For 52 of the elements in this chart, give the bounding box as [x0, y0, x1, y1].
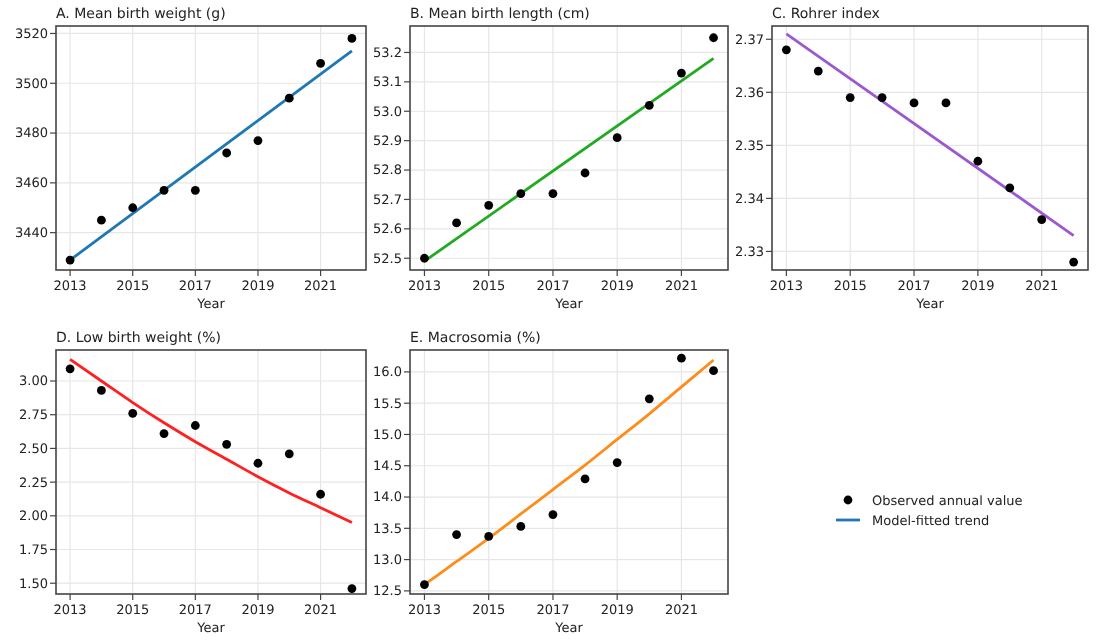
- point: [452, 218, 461, 228]
- line-series: [423, 358, 715, 587]
- point: [222, 439, 232, 449]
- point: [97, 215, 106, 225]
- point: [159, 185, 169, 195]
- point: [677, 68, 686, 78]
- point: [580, 168, 590, 178]
- point: [516, 522, 526, 531]
- point: [452, 530, 461, 539]
- point: [347, 584, 357, 594]
- point: [1069, 257, 1079, 267]
- point: [316, 58, 325, 68]
- point: [128, 408, 138, 418]
- point: [516, 189, 526, 198]
- point: [973, 156, 983, 166]
- point: [644, 394, 654, 404]
- point: [420, 580, 429, 590]
- point: [548, 510, 558, 519]
- point: [420, 253, 429, 263]
- point: [159, 429, 169, 438]
- point: [316, 489, 325, 499]
- point: [253, 458, 263, 468]
- point: [781, 45, 791, 55]
- point: [65, 255, 75, 265]
- point: [347, 34, 357, 43]
- point: [612, 133, 622, 143]
- point: [253, 136, 263, 145]
- point: [65, 364, 75, 374]
- point: [548, 189, 558, 198]
- point: [190, 421, 200, 430]
- point: [484, 200, 494, 210]
- point: [677, 353, 686, 363]
- point: [222, 148, 232, 158]
- point: [1037, 215, 1047, 225]
- line-series: [68, 358, 354, 524]
- point: [845, 93, 855, 103]
- point: [128, 203, 138, 213]
- point: [97, 386, 106, 395]
- point: [284, 93, 294, 103]
- point: [941, 98, 951, 108]
- point: [909, 98, 919, 108]
- point: [612, 458, 622, 468]
- point: [709, 33, 718, 43]
- point: [190, 185, 200, 195]
- point: [284, 449, 294, 459]
- point: [1005, 183, 1015, 193]
- point: [580, 474, 590, 484]
- point: [484, 532, 494, 541]
- point: [877, 93, 887, 103]
- point: [813, 66, 823, 76]
- point: [709, 366, 718, 376]
- point: [644, 100, 654, 110]
